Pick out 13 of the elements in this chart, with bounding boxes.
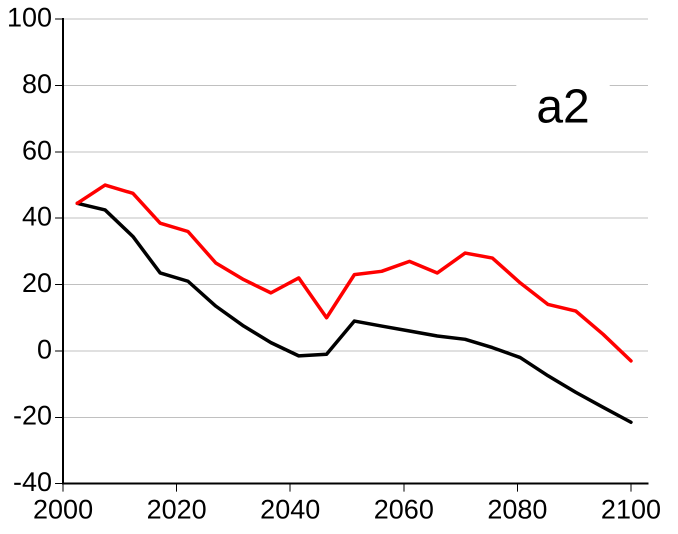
x-tick-label: 2100 [600, 494, 661, 524]
y-tick-label: 100 [6, 2, 52, 33]
annotation: a2 [536, 80, 590, 134]
y-tick-label: 40 [22, 202, 52, 232]
y-tick-label: 80 [22, 68, 52, 99]
x-tick-label: 2040 [260, 494, 320, 524]
y-tick-label: -20 [13, 400, 52, 431]
x-tick-label: 2020 [146, 494, 207, 524]
y-tick-label: 60 [22, 135, 52, 166]
x-tick-label: 2080 [487, 494, 548, 524]
y-tick-label: 20 [22, 268, 52, 298]
y-tick-label: 0 [37, 334, 52, 364]
x-tick-label: 2060 [374, 494, 434, 524]
